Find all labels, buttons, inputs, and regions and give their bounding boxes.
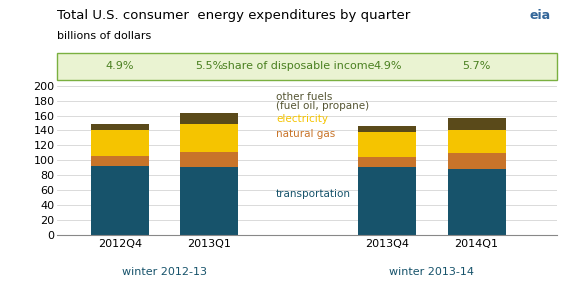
Bar xyxy=(448,118,506,130)
Text: winter 2012-13: winter 2012-13 xyxy=(122,267,207,277)
Text: 4.9%: 4.9% xyxy=(106,61,134,72)
Bar xyxy=(180,124,238,152)
Bar xyxy=(358,132,416,157)
Text: billions of dollars: billions of dollars xyxy=(57,31,152,41)
Text: eia: eia xyxy=(530,9,551,21)
Bar xyxy=(180,152,238,167)
Bar xyxy=(91,166,149,235)
Text: (fuel oil, propane): (fuel oil, propane) xyxy=(276,101,369,111)
Bar xyxy=(358,167,416,235)
Text: electricity: electricity xyxy=(276,114,328,124)
Bar xyxy=(448,153,506,169)
Text: share of disposable income: share of disposable income xyxy=(222,61,374,72)
Text: Total U.S. consumer  energy expenditures by quarter: Total U.S. consumer energy expenditures … xyxy=(57,9,410,21)
Text: 5.7%: 5.7% xyxy=(462,61,491,72)
Bar xyxy=(180,167,238,235)
Bar xyxy=(448,169,506,235)
Text: 5.5%: 5.5% xyxy=(195,61,223,72)
Bar xyxy=(448,130,506,153)
Bar xyxy=(91,156,149,166)
Bar xyxy=(358,126,416,132)
Text: transportation: transportation xyxy=(276,189,351,198)
Text: 4.9%: 4.9% xyxy=(373,61,402,72)
FancyBboxPatch shape xyxy=(57,53,557,80)
Bar xyxy=(91,130,149,156)
Text: other fuels: other fuels xyxy=(276,92,332,102)
Bar xyxy=(180,113,238,124)
Bar xyxy=(358,157,416,167)
Bar xyxy=(91,124,149,130)
Text: winter 2013-14: winter 2013-14 xyxy=(389,267,475,277)
Text: natural gas: natural gas xyxy=(276,129,335,139)
